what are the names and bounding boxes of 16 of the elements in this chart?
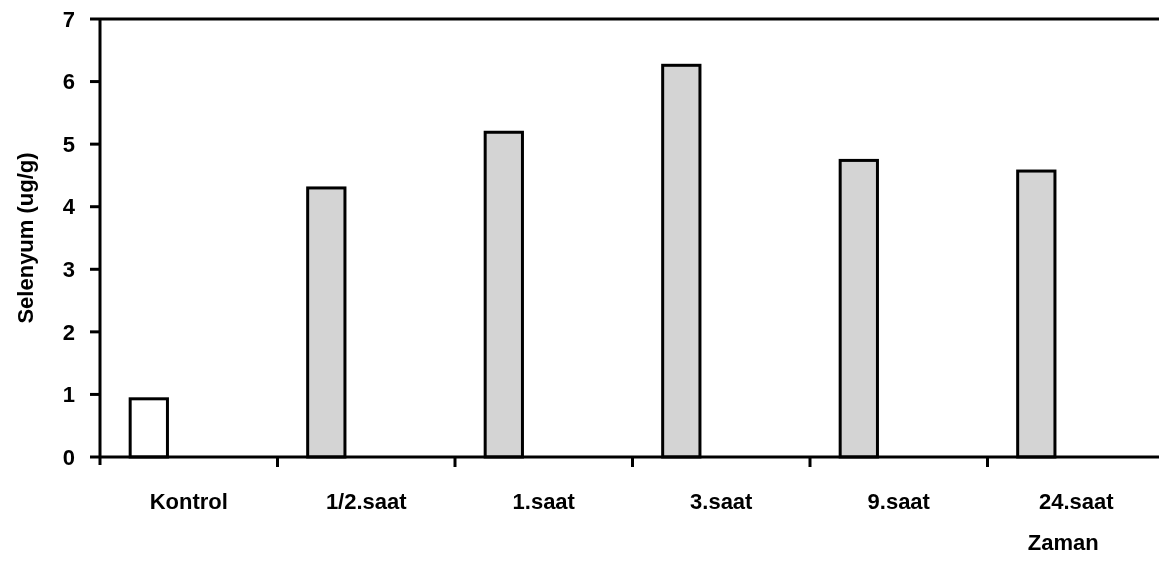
y-tick-label: 5: [62, 131, 75, 157]
x-tick-label: 24.saat: [1038, 489, 1115, 514]
y-axis-title: Selenyum (ug/g): [13, 152, 38, 324]
y-tick-label: 0: [62, 444, 75, 470]
y-tick-label: 4: [62, 194, 76, 220]
x-tick-label: 9.saat: [867, 489, 931, 514]
x-tick-label: Kontrol: [149, 489, 228, 514]
y-tick-label: 1: [62, 382, 75, 408]
x-tick-label: 1.saat: [512, 489, 576, 514]
y-tick-label: 7: [62, 6, 75, 32]
y-tick-label: 6: [62, 69, 75, 95]
y-tick-label: 2: [62, 319, 75, 345]
x-axis-title: Zaman: [1027, 530, 1099, 555]
x-tick-label: 1/2.saat: [325, 489, 408, 514]
x-tick-label: 3.saat: [690, 489, 754, 514]
y-tick-label: 3: [62, 256, 75, 282]
